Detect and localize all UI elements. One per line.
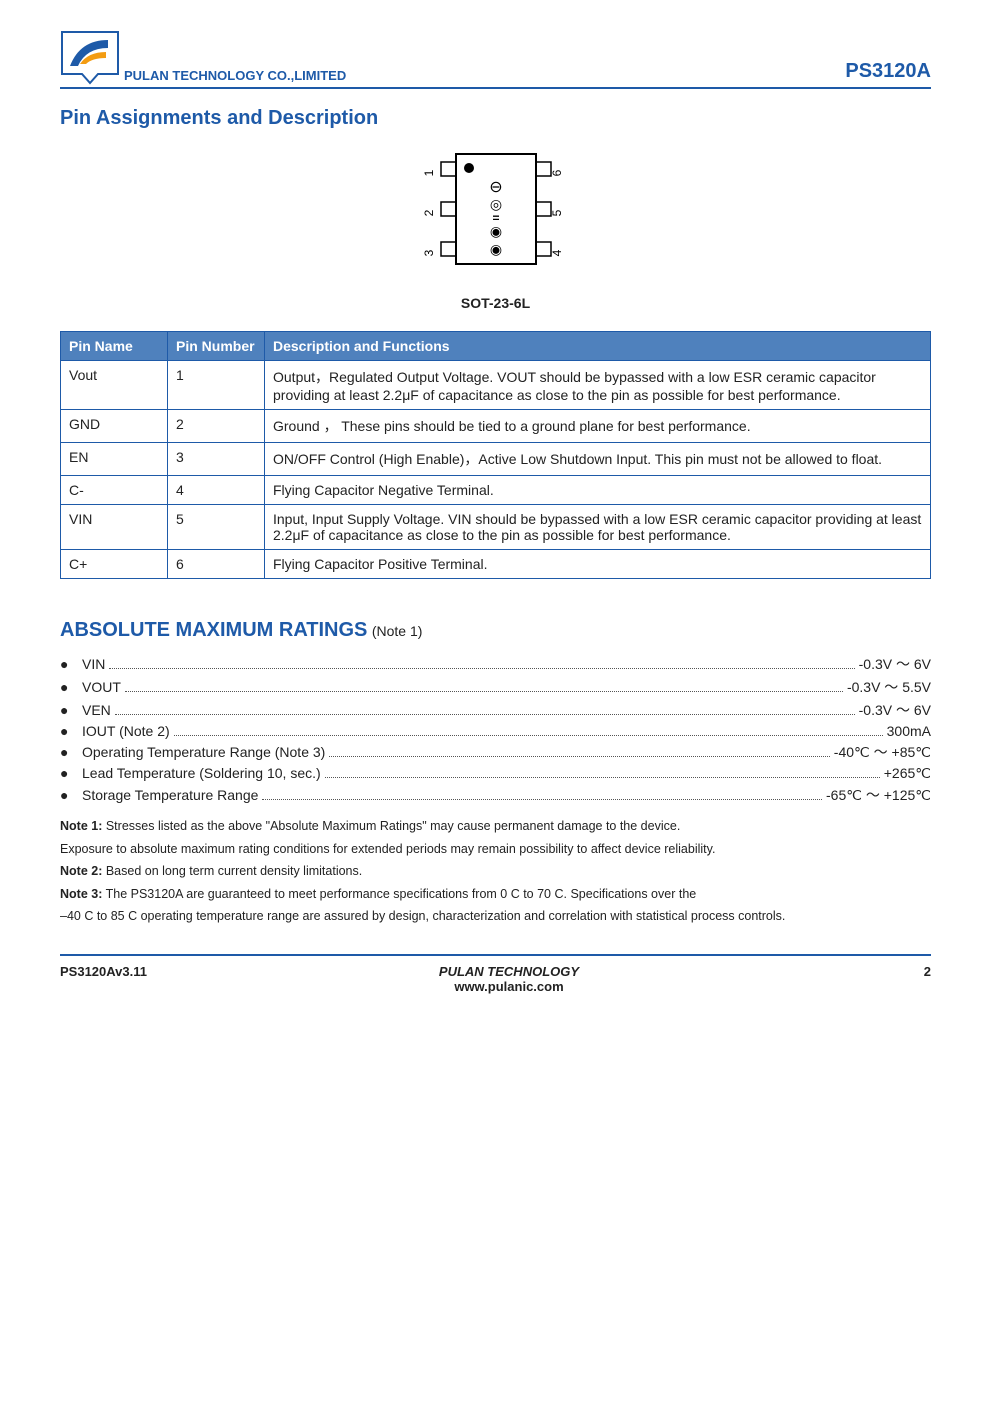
list-item: ●VEN-0.3V ～ 6V	[60, 700, 931, 720]
page-header: PULAN TECHNOLOGY CO.,LIMITED PS3120A	[60, 30, 931, 89]
list-item: ●Lead Temperature (Soldering 10, sec.)+2…	[60, 765, 931, 782]
section-pin-assignments-title: Pin Assignments and Description	[60, 107, 931, 130]
notes-block: Note 1: Stresses listed as the above "Ab…	[60, 815, 931, 928]
note3-continuation: –40 C to 85 C operating temperature rang…	[60, 905, 931, 928]
svg-text:3: 3	[422, 249, 436, 256]
brand-text: PULAN TECHNOLOGY CO.,LIMITED	[124, 68, 346, 83]
svg-text:1: 1	[422, 169, 436, 176]
svg-text:4: 4	[550, 249, 564, 256]
note3-text: The PS3120A are guaranteed to meet perfo…	[102, 887, 696, 901]
svg-text:5: 5	[550, 209, 564, 216]
abs-max-title: ABSOLUTE MAXIMUM RATINGS	[60, 619, 367, 641]
note2-label: Note 2:	[60, 864, 102, 878]
pulan-logo-icon	[60, 30, 120, 85]
table-row: Vout 1 Output，Regulated Output Voltage. …	[61, 361, 931, 410]
table-row: C+ 6 Flying Capacitor Positive Terminal.	[61, 550, 931, 579]
table-row: VIN 5 Input, Input Supply Voltage. VIN s…	[61, 505, 931, 550]
list-item: ●IOUT (Note 2)300mA	[60, 723, 931, 739]
table-row: C- 4 Flying Capacitor Negative Terminal.	[61, 476, 931, 505]
list-item: ●Storage Temperature Range-65℃ ～ +125℃	[60, 785, 931, 805]
pin-description-table: Pin Name Pin Number Description and Func…	[60, 331, 931, 579]
table-row: EN 3 ON/OFF Control (High Enable)，Active…	[61, 443, 931, 476]
svg-text:6: 6	[550, 169, 564, 176]
package-label: SOT-23-6L	[60, 295, 931, 311]
section-abs-max-title-row: ABSOLUTE MAXIMUM RATINGS (Note 1)	[60, 619, 931, 642]
sot23-package-icon: ⊖ ◎ = ◉ ◉ 1 2 3 6 5 4	[411, 144, 581, 284]
note1-exposure: Exposure to absolute maximum rating cond…	[60, 838, 931, 861]
list-item: ●VOUT-0.3V ～ 5.5V	[60, 677, 931, 697]
part-number: PS3120A	[845, 60, 931, 83]
note1-text: Stresses listed as the above "Absolute M…	[102, 819, 680, 833]
footer-company: PULAN TECHNOLOGY	[147, 964, 871, 979]
logo-block: PULAN TECHNOLOGY CO.,LIMITED	[60, 30, 346, 85]
chip-diagram: ⊖ ◎ = ◉ ◉ 1 2 3 6 5 4 SOT-23-6L	[60, 144, 931, 311]
svg-text:◎: ◎	[489, 196, 501, 212]
th-pin-number: Pin Number	[168, 332, 265, 361]
ratings-list: ●VIN-0.3V ～ 6V ●VOUT-0.3V ～ 5.5V ●VEN-0.…	[60, 654, 931, 805]
abs-max-note-suffix: (Note 1)	[372, 623, 423, 639]
svg-text:⊖: ⊖	[489, 179, 502, 196]
svg-text:◉: ◉	[489, 241, 501, 257]
svg-text:2: 2	[422, 209, 436, 216]
footer-url: www.pulanic.com	[147, 979, 871, 994]
footer-center: PULAN TECHNOLOGY www.pulanic.com	[147, 964, 871, 994]
th-pin-name: Pin Name	[61, 332, 168, 361]
note1-label: Note 1:	[60, 819, 102, 833]
table-row: GND 2 Ground ， These pins should be tied…	[61, 410, 931, 443]
svg-text:◉: ◉	[489, 223, 501, 239]
note2-text: Based on long term current density limit…	[102, 864, 362, 878]
list-item: ●VIN-0.3V ～ 6V	[60, 654, 931, 674]
list-item: ●Operating Temperature Range (Note 3)-40…	[60, 742, 931, 762]
footer-version: PS3120Av3.11	[60, 964, 147, 979]
th-description: Description and Functions	[265, 332, 931, 361]
footer-page-number: 2	[871, 964, 931, 979]
page-footer: PS3120Av3.11 PULAN TECHNOLOGY www.pulani…	[60, 954, 931, 994]
note3-label: Note 3:	[60, 887, 102, 901]
